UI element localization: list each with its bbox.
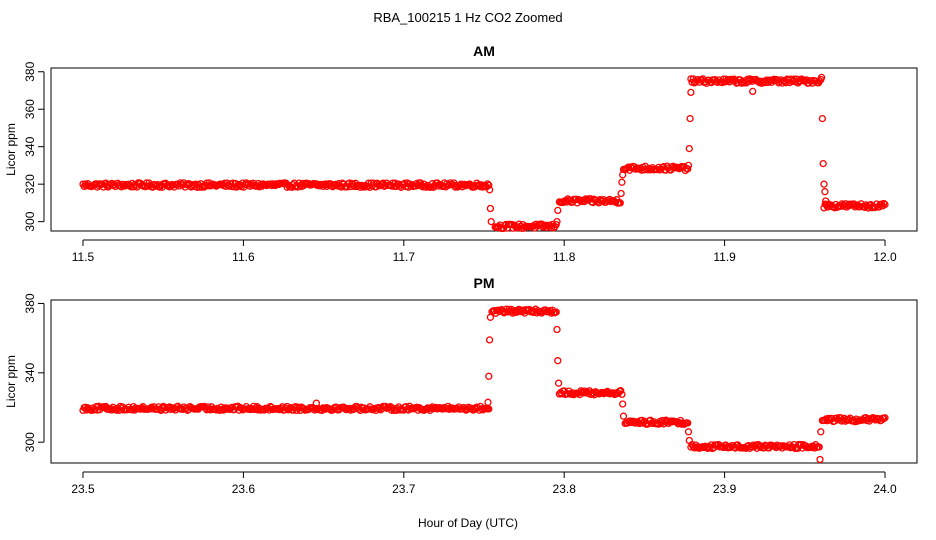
data-point: [687, 88, 695, 97]
figure-title: RBA_100215 1 Hz CO2 Zoomed: [373, 10, 562, 25]
y-axis-label: Licor ppm: [4, 355, 18, 408]
plot-frame: [50, 67, 918, 232]
data-point: [685, 144, 693, 153]
panel-title: AM: [473, 43, 495, 59]
data-point: [815, 443, 823, 451]
data-point: [554, 379, 563, 387]
x-tick-label: 11.6: [232, 250, 255, 264]
x-tick-label: 23.9: [713, 482, 737, 496]
data-point: [686, 114, 694, 123]
data-point: [845, 200, 853, 208]
y-axis-label: Licor ppm: [4, 123, 18, 176]
data-point: [770, 75, 778, 83]
data-point: [312, 399, 321, 407]
x-tick-label: 11.7: [393, 250, 416, 264]
data-point: [486, 313, 495, 321]
y-tick-label: 380: [23, 293, 37, 313]
data-point: [494, 306, 502, 314]
data-point: [485, 336, 494, 344]
data-point: [617, 189, 625, 198]
data-point: [880, 199, 888, 208]
data-point: [579, 389, 588, 397]
data-point: [815, 77, 824, 85]
data-point: [821, 188, 829, 196]
data-point: [484, 398, 492, 406]
data-point: [553, 217, 561, 226]
x-tick-label: 24.0: [873, 482, 897, 496]
data-point: [684, 428, 693, 436]
x-tick-label: 11.9: [713, 250, 736, 264]
data-point: [819, 159, 827, 168]
data-point: [553, 325, 561, 334]
data-point: [684, 419, 692, 427]
series-points: [79, 305, 889, 464]
data-point: [817, 73, 826, 82]
y-tick-label: 380: [23, 61, 37, 81]
data-point: [684, 161, 693, 170]
data-point: [617, 387, 625, 395]
data-point: [427, 183, 435, 191]
series-points: [79, 73, 889, 233]
data-point: [728, 75, 736, 84]
y-tick-label: 300: [23, 211, 37, 231]
panel-pm: PM 23.5 23.6 23.7 23.8 23.9 24.0 300 340 380 Licor…: [4, 275, 918, 496]
data-point: [552, 308, 560, 316]
x-tick-label: 11.5: [72, 250, 95, 264]
data-point: [487, 217, 495, 226]
data-point: [485, 405, 493, 413]
x-tick-label: 11.8: [553, 250, 576, 264]
data-point: [554, 206, 562, 215]
data-point: [619, 400, 627, 408]
panel-am: AM 11.5 11.6 11.7 11.8 11.9 12.0 300 320 340 360 38…: [4, 43, 918, 264]
shared-x-axis-label: Hour of Day (UTC): [418, 516, 518, 530]
data-point: [616, 199, 624, 207]
data-point: [485, 186, 494, 194]
data-point: [485, 372, 493, 380]
y-tick-label: 320: [23, 174, 37, 194]
data-point: [619, 412, 628, 420]
data-point: [618, 178, 626, 186]
x-tick-label: 23.5: [71, 482, 95, 496]
data-point: [684, 165, 692, 173]
data-point: [881, 200, 889, 209]
data-point: [816, 455, 824, 464]
x-tick-label: 23.8: [553, 482, 577, 496]
x-tick-label: 12.0: [873, 250, 897, 264]
data-point: [554, 357, 562, 365]
y-tick-label: 340: [23, 136, 37, 156]
x-tick-label: 23.6: [232, 482, 256, 496]
data-point: [817, 428, 825, 436]
data-point: [822, 197, 830, 205]
data-point: [685, 436, 693, 445]
data-point: [485, 181, 493, 189]
x-tick-label: 23.7: [392, 482, 416, 496]
data-point: [820, 180, 828, 188]
data-point: [552, 220, 560, 229]
y-tick-label: 300: [23, 432, 37, 452]
data-point: [870, 414, 878, 423]
y-tick-label: 360: [23, 99, 37, 119]
y-tick-label: 340: [23, 362, 37, 382]
data-point: [618, 390, 626, 399]
data-point: [619, 171, 627, 179]
data-point: [749, 87, 757, 96]
panel-title: PM: [474, 275, 495, 291]
plot-frame: [50, 299, 918, 464]
data-point: [818, 114, 827, 123]
data-point: [486, 204, 495, 213]
data-point: [881, 414, 889, 422]
